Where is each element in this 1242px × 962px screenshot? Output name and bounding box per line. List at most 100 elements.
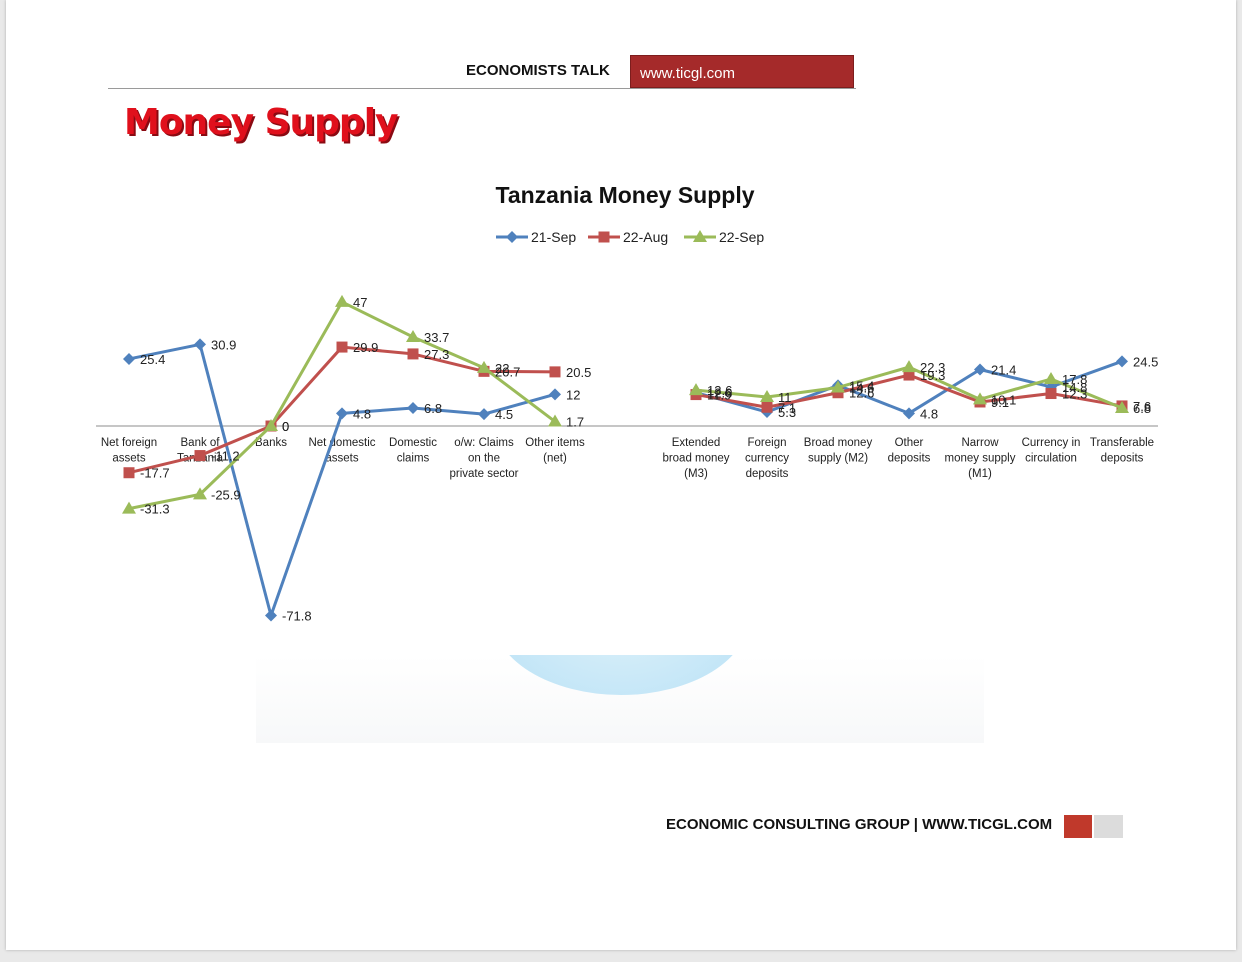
data-point bbox=[194, 338, 206, 351]
data-label: 13.6 bbox=[707, 383, 732, 398]
data-label: 17.8 bbox=[1062, 372, 1087, 387]
data-point bbox=[1116, 355, 1128, 368]
data-point bbox=[264, 419, 278, 431]
chart-legend: 21-Sep 22-Aug 22-Sep bbox=[496, 229, 764, 245]
data-point bbox=[974, 363, 986, 376]
header-publication-title: ECONOMISTS TALK bbox=[466, 62, 610, 79]
data-point bbox=[1044, 372, 1058, 385]
data-label: 14.8 bbox=[1062, 380, 1087, 395]
data-label: 6.8 bbox=[1133, 401, 1151, 416]
document-page: ECONOMISTS TALK www.ticgl.com Money Supp… bbox=[6, 0, 1236, 950]
data-label: 12.3 bbox=[1062, 387, 1087, 402]
data-label: 9.1 bbox=[991, 395, 1009, 410]
data-label: 6.8 bbox=[424, 401, 442, 416]
data-label: 0 bbox=[282, 419, 289, 434]
x-tick-label: Narrow money supply (M1) bbox=[945, 437, 1016, 480]
data-label: -71.8 bbox=[282, 609, 312, 624]
data-label: 4.5 bbox=[495, 407, 513, 422]
x-tick-label: Transferable deposits bbox=[1090, 437, 1154, 465]
data-label: 15.4 bbox=[849, 378, 874, 393]
section-title: Money Supply bbox=[124, 102, 399, 143]
data-label: 27.3 bbox=[424, 347, 449, 362]
data-label: 4.8 bbox=[353, 406, 371, 421]
legend-label: 22-Aug bbox=[623, 229, 668, 245]
footer-gray-block bbox=[1094, 815, 1123, 838]
data-point bbox=[831, 380, 845, 393]
data-point bbox=[549, 388, 561, 401]
data-label: 7.1 bbox=[778, 400, 796, 415]
data-label: 33.7 bbox=[424, 330, 449, 345]
data-point bbox=[193, 487, 207, 500]
data-label: 30.9 bbox=[211, 337, 236, 352]
data-label: 22 bbox=[495, 361, 509, 376]
data-label: 10.1 bbox=[991, 392, 1016, 407]
x-tick-label: Other items (net) bbox=[525, 437, 585, 465]
data-label: 29.9 bbox=[353, 340, 378, 355]
x-tick-label: o/w: Claims on the private sector bbox=[449, 437, 518, 480]
decorative-arc bbox=[492, 655, 750, 695]
legend-label: 21-Sep bbox=[531, 229, 576, 245]
data-label: -25.9 bbox=[211, 487, 241, 502]
data-point bbox=[477, 360, 491, 373]
data-point bbox=[265, 609, 277, 622]
footer-red-block bbox=[1064, 815, 1092, 838]
data-point bbox=[689, 383, 703, 396]
data-point bbox=[407, 348, 419, 360]
data-label: 20.7 bbox=[495, 364, 520, 379]
series-layer bbox=[122, 294, 1129, 622]
chart-title: Tanzania Money Supply bbox=[496, 182, 755, 208]
data-label: 7.6 bbox=[1133, 399, 1151, 414]
data-point bbox=[336, 341, 348, 353]
data-label: -11.2 bbox=[211, 449, 240, 464]
x-tick-label: Banks bbox=[255, 437, 287, 449]
data-point bbox=[478, 408, 490, 421]
x-tick-label: Domestic claims bbox=[389, 437, 437, 465]
data-point bbox=[123, 467, 135, 479]
data-label: 12 bbox=[566, 387, 580, 402]
data-point bbox=[903, 369, 915, 381]
data-point bbox=[407, 402, 419, 415]
data-point bbox=[902, 360, 916, 373]
data-labels: 25.4 30.9 -71.8 4.8 6.8 4.5 12 12.6 5.3 15.4 4.8 21… bbox=[140, 295, 1158, 624]
data-point bbox=[406, 330, 420, 343]
data-label: -31.3 bbox=[140, 502, 170, 517]
data-point bbox=[336, 407, 348, 420]
x-tick-label: Extended broad money (M3) bbox=[662, 437, 729, 480]
data-label: 11 bbox=[778, 390, 792, 405]
data-label: 25.4 bbox=[140, 352, 165, 367]
data-label: 24.5 bbox=[1133, 354, 1158, 369]
data-point bbox=[1115, 401, 1129, 414]
x-tick-label: Foreign currency deposits bbox=[745, 437, 789, 480]
data-point bbox=[122, 501, 136, 514]
legend-label: 22-Sep bbox=[719, 229, 764, 245]
header-rule bbox=[108, 88, 856, 89]
data-label: 20.5 bbox=[566, 365, 591, 380]
data-label: 22.3 bbox=[920, 360, 945, 375]
data-point bbox=[194, 450, 206, 462]
data-label: 19.3 bbox=[920, 368, 945, 383]
data-label: 1.7 bbox=[566, 415, 584, 430]
data-point bbox=[123, 352, 135, 365]
x-tick-label: Broad money supply (M2) bbox=[804, 437, 873, 465]
data-point bbox=[549, 366, 561, 378]
data-point bbox=[903, 407, 915, 420]
x-tick-label: Net foreign assets bbox=[101, 437, 157, 465]
x-tick-label: Currency in circulation bbox=[1022, 437, 1081, 465]
data-point bbox=[973, 392, 987, 405]
data-label: -17.7 bbox=[140, 466, 170, 481]
x-tick-label: Net domestic assets bbox=[308, 437, 375, 465]
data-point bbox=[335, 294, 349, 307]
legend-marker-22-Sep bbox=[693, 230, 707, 242]
data-label: 14.6 bbox=[849, 380, 874, 395]
data-point bbox=[832, 387, 844, 399]
x-tick-label: Other deposits bbox=[888, 437, 931, 465]
legend-marker-22-Aug bbox=[598, 231, 610, 243]
data-point bbox=[548, 414, 562, 427]
header-website-link[interactable]: www.ticgl.com bbox=[630, 55, 854, 88]
footer-text: ECONOMIC CONSULTING GROUP | WWW.TICGL.CO… bbox=[666, 816, 1053, 833]
data-label: 12.6 bbox=[849, 386, 874, 401]
data-label: 4.8 bbox=[920, 406, 938, 421]
data-point bbox=[760, 389, 774, 402]
